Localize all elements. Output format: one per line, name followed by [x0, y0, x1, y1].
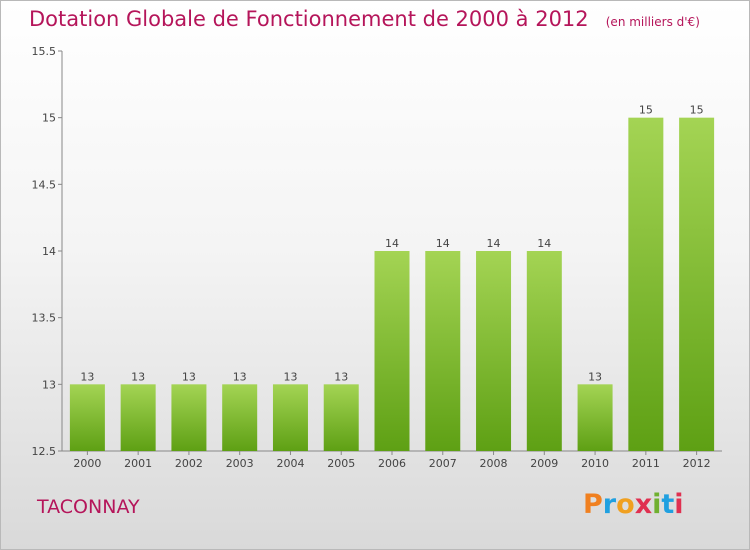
data-label: 14 [487, 237, 501, 250]
bar [476, 251, 512, 451]
proxiti-logo[interactable]: Proxiti [583, 489, 684, 520]
logo-letter: t [661, 489, 675, 520]
bar [323, 384, 359, 451]
x-tick-label: 2011 [632, 457, 660, 470]
data-label: 13 [182, 370, 196, 383]
data-label: 13 [334, 370, 348, 383]
bar [120, 384, 156, 451]
x-axis: 2000 2001 2002 2003 2004 2005 2006 2007 2008 2009… [62, 450, 722, 470]
logo-letter: P [583, 489, 603, 520]
commune-name: TACONNAY [37, 496, 140, 518]
bars [69, 117, 715, 452]
x-tick-label: 2005 [327, 457, 355, 470]
chart-title: Dotation Globale de Fonctionnement de 20… [29, 7, 589, 31]
y-tick-label: 14 [42, 245, 56, 258]
data-label: 15 [639, 104, 653, 117]
y-tick-label: 14.5 [32, 178, 57, 191]
x-tick-label: 2010 [581, 457, 609, 470]
data-label: 14 [385, 237, 399, 250]
y-tick-label: 12.5 [32, 445, 57, 458]
x-tick-label: 2001 [124, 457, 152, 470]
x-tick-label: 2007 [429, 457, 457, 470]
data-label: 14 [537, 237, 551, 250]
data-label: 15 [690, 104, 704, 117]
data-label: 14 [436, 237, 450, 250]
x-tick-label: 2008 [480, 457, 508, 470]
bar [69, 384, 105, 451]
bar [577, 384, 613, 451]
bar [171, 384, 207, 451]
data-label: 13 [283, 370, 297, 383]
bar [628, 117, 664, 452]
x-tick-label: 2000 [73, 457, 101, 470]
logo-letter: r [602, 489, 617, 520]
logo-letter: x [634, 489, 653, 520]
bar [374, 251, 410, 451]
y-tick-label: 13.5 [32, 312, 57, 325]
data-labels: 13 13 13 13 13 13 14 14 14 14 13 15 15 [80, 104, 703, 384]
y-axis: 12.5 13 13.5 14 14.5 15 15.5 [32, 45, 63, 458]
x-tick-label: 2003 [226, 457, 254, 470]
x-tick-label: 2002 [175, 457, 203, 470]
chart-subtitle: (en milliers d'€) [605, 15, 700, 29]
x-tick-label: 2006 [378, 457, 406, 470]
logo-letter: i [674, 489, 684, 520]
y-tick-label: 15 [42, 112, 56, 125]
bar [222, 384, 258, 451]
data-label: 13 [80, 370, 94, 383]
bar [272, 384, 308, 451]
bar [425, 251, 461, 451]
bar [679, 117, 715, 452]
data-label: 13 [588, 370, 602, 383]
x-tick-label: 2004 [276, 457, 304, 470]
y-tick-label: 15.5 [32, 45, 57, 58]
x-tick-label: 2009 [530, 457, 558, 470]
data-label: 13 [131, 370, 145, 383]
x-tick-label: 2012 [683, 457, 711, 470]
logo-letter: o [616, 489, 635, 520]
logo-letter: i [652, 489, 662, 520]
y-tick-label: 13 [42, 378, 56, 391]
bar [526, 251, 562, 451]
data-label: 13 [233, 370, 247, 383]
title-row: Dotation Globale de Fonctionnement de 20… [29, 7, 700, 31]
